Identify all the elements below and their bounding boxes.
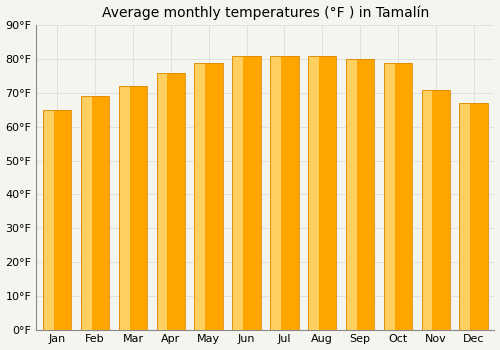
Bar	[194, 63, 223, 330]
Bar	[243, 56, 260, 330]
Bar	[156, 73, 168, 330]
Bar	[460, 103, 488, 330]
Bar	[384, 63, 412, 330]
Bar	[270, 56, 298, 330]
Bar	[232, 56, 260, 330]
Bar	[232, 56, 260, 330]
Bar	[194, 63, 223, 330]
Bar	[194, 63, 205, 330]
Bar	[384, 63, 412, 330]
Bar	[232, 56, 243, 330]
Bar	[205, 63, 223, 330]
Bar	[346, 59, 374, 330]
Bar	[168, 73, 185, 330]
Bar	[130, 86, 147, 330]
Bar	[460, 103, 488, 330]
Bar	[81, 96, 92, 330]
Bar	[118, 86, 130, 330]
Bar	[308, 56, 319, 330]
Bar	[356, 59, 374, 330]
Bar	[308, 56, 336, 330]
Bar	[346, 59, 356, 330]
Bar	[118, 86, 147, 330]
Bar	[270, 56, 298, 330]
Bar	[394, 63, 412, 330]
Bar	[54, 110, 72, 330]
Bar	[384, 63, 394, 330]
Title: Average monthly temperatures (°F ) in Tamalín: Average monthly temperatures (°F ) in Ta…	[102, 6, 429, 20]
Bar	[432, 90, 450, 330]
Bar	[422, 90, 450, 330]
Bar	[156, 73, 185, 330]
Bar	[308, 56, 336, 330]
Bar	[81, 96, 110, 330]
Bar	[43, 110, 54, 330]
Bar	[81, 96, 110, 330]
Bar	[281, 56, 298, 330]
Bar	[422, 90, 450, 330]
Bar	[346, 59, 374, 330]
Bar	[118, 86, 147, 330]
Bar	[270, 56, 281, 330]
Bar	[156, 73, 185, 330]
Bar	[319, 56, 336, 330]
Bar	[43, 110, 72, 330]
Bar	[470, 103, 488, 330]
Bar	[422, 90, 432, 330]
Bar	[460, 103, 470, 330]
Bar	[92, 96, 110, 330]
Bar	[43, 110, 72, 330]
